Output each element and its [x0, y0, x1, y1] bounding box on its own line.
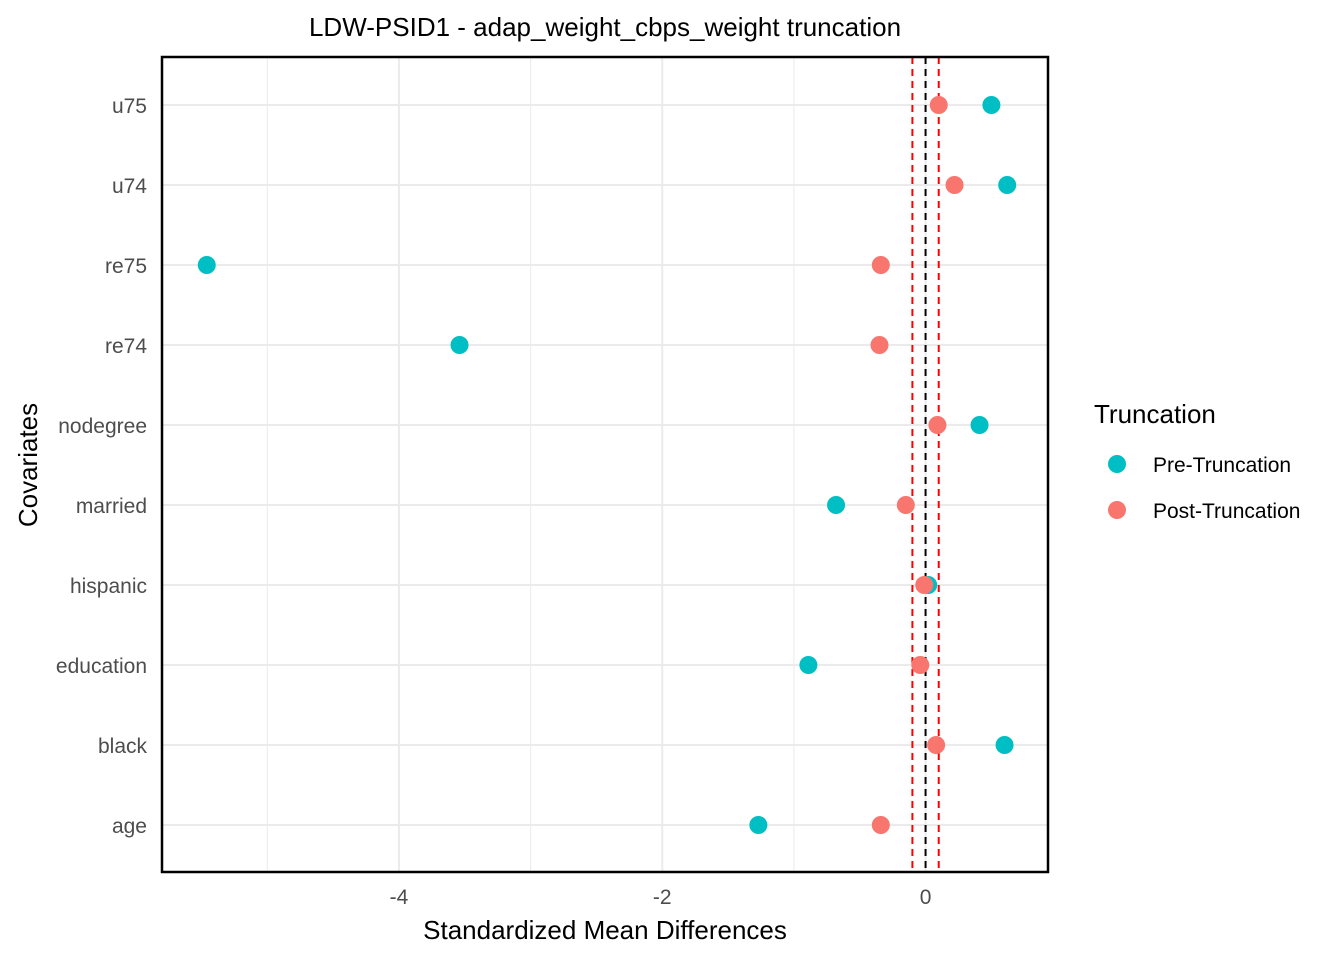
- chart-title: LDW-PSID1 - adap_weight_cbps_weight trun…: [309, 12, 901, 42]
- point-pre-truncation-re74: [450, 336, 469, 354]
- y-tick-label: re74: [105, 335, 147, 358]
- y-tick-label: nodegree: [58, 415, 147, 438]
- point-post-truncation-nodegree: [928, 416, 947, 434]
- point-pre-truncation-u75: [982, 96, 1001, 114]
- legend-items: Pre-Truncation Post-Truncation: [1108, 454, 1300, 523]
- point-post-truncation-black: [927, 736, 946, 754]
- y-tick-label: education: [56, 655, 147, 678]
- point-pre-truncation-education: [799, 656, 818, 674]
- y-tick-labels: age black education hispanic married nodegree…: [56, 95, 148, 838]
- y-tick-label: re75: [105, 255, 147, 278]
- y-tick-label: u74: [112, 175, 147, 198]
- y-tick-label: married: [76, 495, 147, 518]
- point-post-truncation-re74: [870, 336, 889, 354]
- x-tick-label: -2: [653, 886, 672, 909]
- point-post-truncation-re75: [871, 256, 890, 274]
- legend-key: [1108, 501, 1126, 519]
- data-points: [197, 96, 1017, 834]
- point-pre-truncation-u74: [998, 176, 1017, 194]
- legend-title: Truncation: [1094, 399, 1216, 429]
- point-post-truncation-hispanic: [915, 576, 934, 594]
- point-pre-truncation-black: [995, 736, 1014, 754]
- reference-lines: [911, 57, 940, 872]
- point-post-truncation-married: [896, 496, 915, 514]
- x-tick-label: -4: [390, 886, 409, 909]
- plot-panel-border: [160, 55, 1050, 874]
- y-tick-label: age: [112, 815, 147, 838]
- x-axis-title: Standardized Mean Differences: [423, 915, 787, 945]
- point-pre-truncation-nodegree: [970, 416, 989, 434]
- point-pre-truncation-re75: [197, 256, 216, 274]
- point-post-truncation-age: [871, 816, 890, 834]
- x-tick-labels: -4 -2 0: [390, 886, 932, 909]
- x-tick-label: 0: [920, 886, 932, 909]
- point-post-truncation-u75: [929, 96, 948, 114]
- y-tick-label: hispanic: [70, 575, 147, 598]
- point-pre-truncation-married: [827, 496, 846, 514]
- y-axis-title: Covariates: [13, 403, 43, 527]
- y-tick-label: black: [98, 735, 148, 758]
- legend: Truncation Pre-Truncation Post-Truncation: [1094, 399, 1300, 523]
- legend-key: [1108, 455, 1126, 473]
- legend-label: Post-Truncation: [1153, 500, 1300, 523]
- y-tick-label: u75: [112, 95, 147, 118]
- point-post-truncation-u74: [945, 176, 964, 194]
- grid: [162, 57, 1048, 872]
- point-pre-truncation-age: [749, 816, 768, 834]
- legend-label: Pre-Truncation: [1153, 454, 1291, 477]
- point-post-truncation-education: [911, 656, 930, 674]
